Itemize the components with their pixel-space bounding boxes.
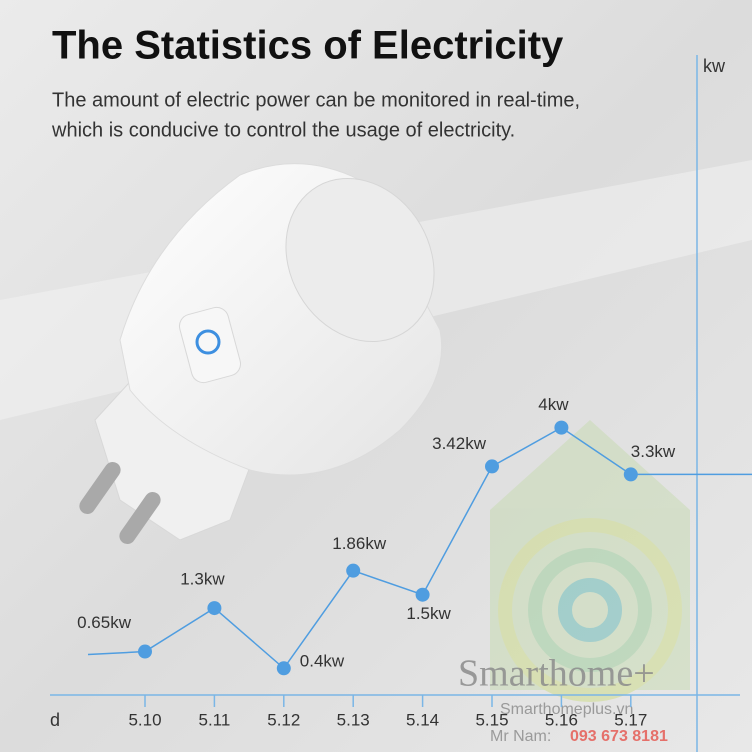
x-tick-label: 5.10 (128, 710, 161, 729)
subtitle: which is conducive to control the usage … (51, 119, 515, 141)
data-point (346, 563, 361, 578)
data-point (415, 587, 430, 602)
x-tick-label: 5.15 (475, 710, 508, 729)
subtitle: The amount of electric power can be moni… (52, 89, 580, 111)
value-label: 0.4kw (300, 652, 345, 671)
data-point (138, 644, 152, 659)
lead-in (87, 650, 146, 656)
title: The Statistics of Electricity (52, 24, 564, 68)
x-tick-label: 5.17 (614, 710, 647, 729)
x-tick-label: 5.16 (545, 710, 578, 729)
data-point (207, 601, 222, 616)
value-label: 0.65kw (77, 613, 132, 632)
data-point (554, 420, 569, 435)
watermark-phone: 093 673 8181 (570, 728, 668, 745)
x-tick-label: 5.14 (406, 710, 439, 729)
value-label: 3.42kw (432, 434, 487, 453)
watermark-brand: Smarthome+ (458, 653, 655, 695)
y-axis-label: kw (703, 56, 726, 76)
data-point (276, 661, 291, 676)
data-point (623, 467, 638, 482)
data-point (485, 459, 499, 474)
value-label: 1.3kw (180, 570, 225, 589)
x-tick-label: 5.13 (337, 710, 370, 729)
x-tick-label: 5.11 (198, 710, 230, 729)
value-label: 4kw (538, 395, 569, 414)
smart-plug (79, 163, 443, 545)
value-label: 1.5kw (406, 604, 451, 623)
data-line (144, 426, 632, 670)
value-label: 1.86kw (332, 534, 387, 553)
watermark-site: Smarthomeplus.vn (500, 701, 633, 718)
x-axis-label: d (50, 710, 60, 730)
value-label: 3.3kw (631, 442, 676, 461)
watermark-logo (490, 420, 690, 702)
x-tick-label: 5.12 (267, 710, 300, 729)
watermark-contact: Mr Nam: (490, 728, 551, 745)
